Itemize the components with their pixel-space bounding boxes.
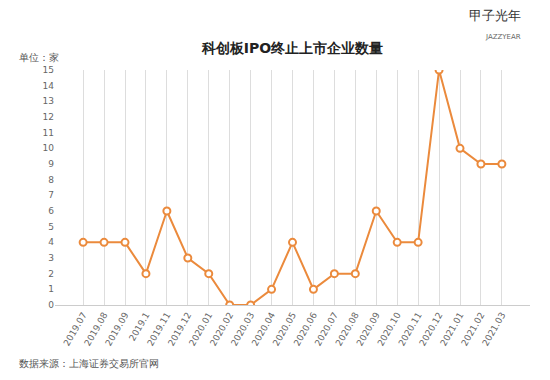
svg-text:2020.05: 2020.05 xyxy=(271,311,298,348)
svg-text:2020.12: 2020.12 xyxy=(417,311,444,348)
svg-text:2019.11: 2019.11 xyxy=(145,311,172,348)
svg-text:0: 0 xyxy=(48,300,54,310)
svg-text:2020.01: 2020.01 xyxy=(187,311,214,348)
svg-text:3: 3 xyxy=(48,253,54,263)
svg-text:1: 1 xyxy=(48,284,54,294)
svg-text:2019.07: 2019.07 xyxy=(61,311,88,348)
svg-text:11: 11 xyxy=(43,128,54,138)
svg-text:7: 7 xyxy=(48,190,54,200)
svg-text:2020.10: 2020.10 xyxy=(376,310,403,347)
svg-text:2020.07: 2020.07 xyxy=(313,311,340,348)
svg-text:6: 6 xyxy=(48,206,54,216)
svg-text:10: 10 xyxy=(43,143,55,153)
svg-text:2021.03: 2021.03 xyxy=(480,311,507,348)
svg-text:9: 9 xyxy=(48,159,54,169)
svg-text:14: 14 xyxy=(43,81,55,91)
svg-text:数据来源：上海证券交易所官网: 数据来源：上海证券交易所官网 xyxy=(19,358,159,369)
svg-text:4: 4 xyxy=(48,237,54,247)
svg-text:2020.04: 2020.04 xyxy=(250,310,277,347)
svg-text:2020.09: 2020.09 xyxy=(355,310,382,347)
svg-text:13: 13 xyxy=(43,96,54,106)
svg-text:2021.02: 2021.02 xyxy=(459,311,486,348)
svg-text:2020.08: 2020.08 xyxy=(334,310,361,347)
svg-text:8: 8 xyxy=(48,175,54,185)
svg-text:单位：家: 单位：家 xyxy=(19,52,59,63)
svg-text:甲子光年: 甲子光年 xyxy=(469,8,521,23)
svg-text:2019.12: 2019.12 xyxy=(166,311,193,348)
svg-text:2019.09: 2019.09 xyxy=(103,310,130,347)
svg-text:2019.1: 2019.1 xyxy=(127,311,151,343)
svg-text:2020.06: 2020.06 xyxy=(292,310,319,347)
svg-text:科创板IPO终止上市企业数量: 科创板IPO终止上市企业数量 xyxy=(201,40,383,56)
svg-text:2020.03: 2020.03 xyxy=(229,311,256,348)
svg-text:2: 2 xyxy=(48,269,54,279)
svg-text:JAZZYEAR: JAZZYEAR xyxy=(485,33,521,41)
svg-text:5: 5 xyxy=(48,222,54,232)
svg-text:2019.08: 2019.08 xyxy=(82,310,109,347)
svg-text:2020.11: 2020.11 xyxy=(396,311,423,348)
svg-text:12: 12 xyxy=(43,112,54,122)
svg-text:2021.01: 2021.01 xyxy=(438,311,465,348)
svg-text:2020.02: 2020.02 xyxy=(208,311,235,348)
svg-text:15: 15 xyxy=(43,65,54,75)
